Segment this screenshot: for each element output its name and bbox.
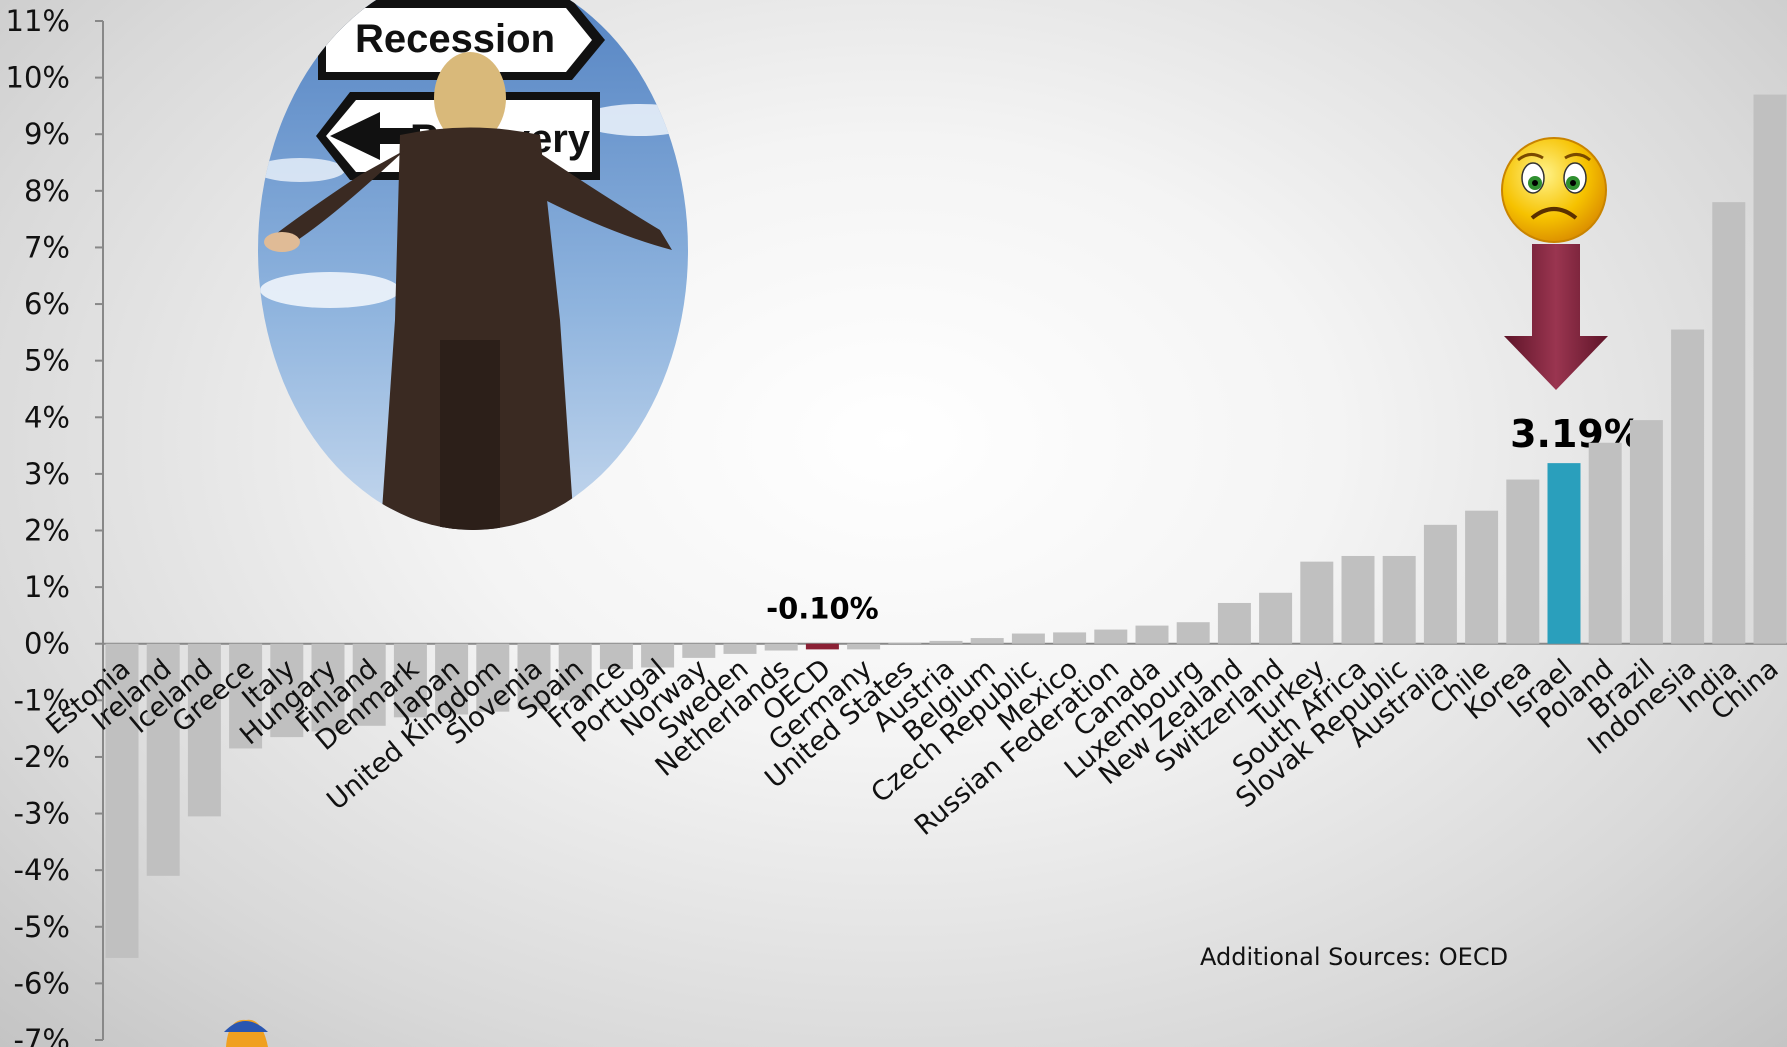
bar-south-africa [1341,555,1375,644]
bar-korea [1506,479,1540,644]
bar-indonesia [1671,329,1705,644]
category-labels: EstoniaIrelandIcelandGreeceItalyHungaryF… [40,653,1784,842]
bar-portugal [641,643,675,668]
y-tick-label: 10% [6,61,70,95]
bar-ireland [146,643,180,876]
bar-greece [229,643,263,749]
bar-canada [1135,625,1169,644]
y-tick-label: 11% [6,4,70,38]
recession-recovery-photo: Recession Recovery [258,0,688,530]
y-tick-label: 8% [24,174,70,208]
bar-belgium [970,638,1004,644]
bar-russian-federation [1094,629,1128,644]
bar-finland [352,643,386,726]
y-tick-label: -3% [14,797,70,831]
y-tick-label: 3% [24,457,70,491]
y-tick-label: -6% [14,966,70,1000]
bar-estonia [105,643,139,958]
mascot-icon [224,1019,268,1047]
y-tick-label: 2% [24,514,70,548]
bar-brazil [1629,420,1663,644]
data-label: 3.19% [1510,412,1642,456]
bar-italy [270,643,304,738]
y-tick-label: -1% [14,683,70,717]
y-tick-label: -5% [14,910,70,944]
bar-france [599,643,633,670]
bar-japan [435,643,469,715]
bar-switzerland [1259,592,1293,644]
bar-denmark [393,643,427,718]
sad-face-icon [1501,137,1607,243]
bar-luxembourg [1176,622,1210,644]
bar-hungary [311,643,345,732]
bar-sweden [723,643,757,654]
data-label: -0.10% [766,592,879,626]
bar-united-states [888,642,922,644]
bar-india [1712,202,1746,644]
recession-sign-text: Recession [355,17,555,61]
bar-mexico [1053,632,1087,644]
bar-poland [1588,442,1622,644]
bar-austria [929,640,963,644]
bar-netherlands [764,643,798,651]
bar-slovenia [517,643,551,709]
bar-czech-republic [1011,633,1045,644]
y-tick-label: 5% [24,344,70,378]
bar-australia [1423,524,1457,644]
down-arrow-icon [1504,244,1608,390]
bar-germany [847,643,881,650]
y-axis: 11% 10% 9% 8% 7% 6% 5% 4% 3% 2% 1% 0% -1% -2% -3% -4% -5… [6,4,1787,1047]
bars: -0.10% 3.19% [105,94,1787,958]
y-tick-label: 9% [24,117,70,151]
y-tick-label: -2% [14,740,70,774]
y-tick-label: -4% [14,853,70,887]
bar-china [1753,94,1787,644]
y-tick-label: 0% [24,627,70,661]
bar-israel [1547,463,1581,644]
bar-iceland [187,643,221,817]
y-tick-label: -7% [14,1023,70,1047]
bar-spain [558,643,592,701]
bar-slovak-republic [1382,555,1416,644]
bar-new-zealand [1217,602,1251,644]
bar-oecd [805,643,839,650]
y-tick-label: 7% [24,230,70,264]
y-tick-label: 4% [24,400,70,434]
bar-norway [682,643,716,658]
source-note: Additional Sources: OECD [1200,943,1508,971]
bar-turkey [1300,561,1334,644]
bar-united-kingdom [476,643,510,712]
y-tick-label: 6% [24,287,70,321]
bar-chile [1465,510,1499,644]
y-tick-label: 1% [24,570,70,604]
